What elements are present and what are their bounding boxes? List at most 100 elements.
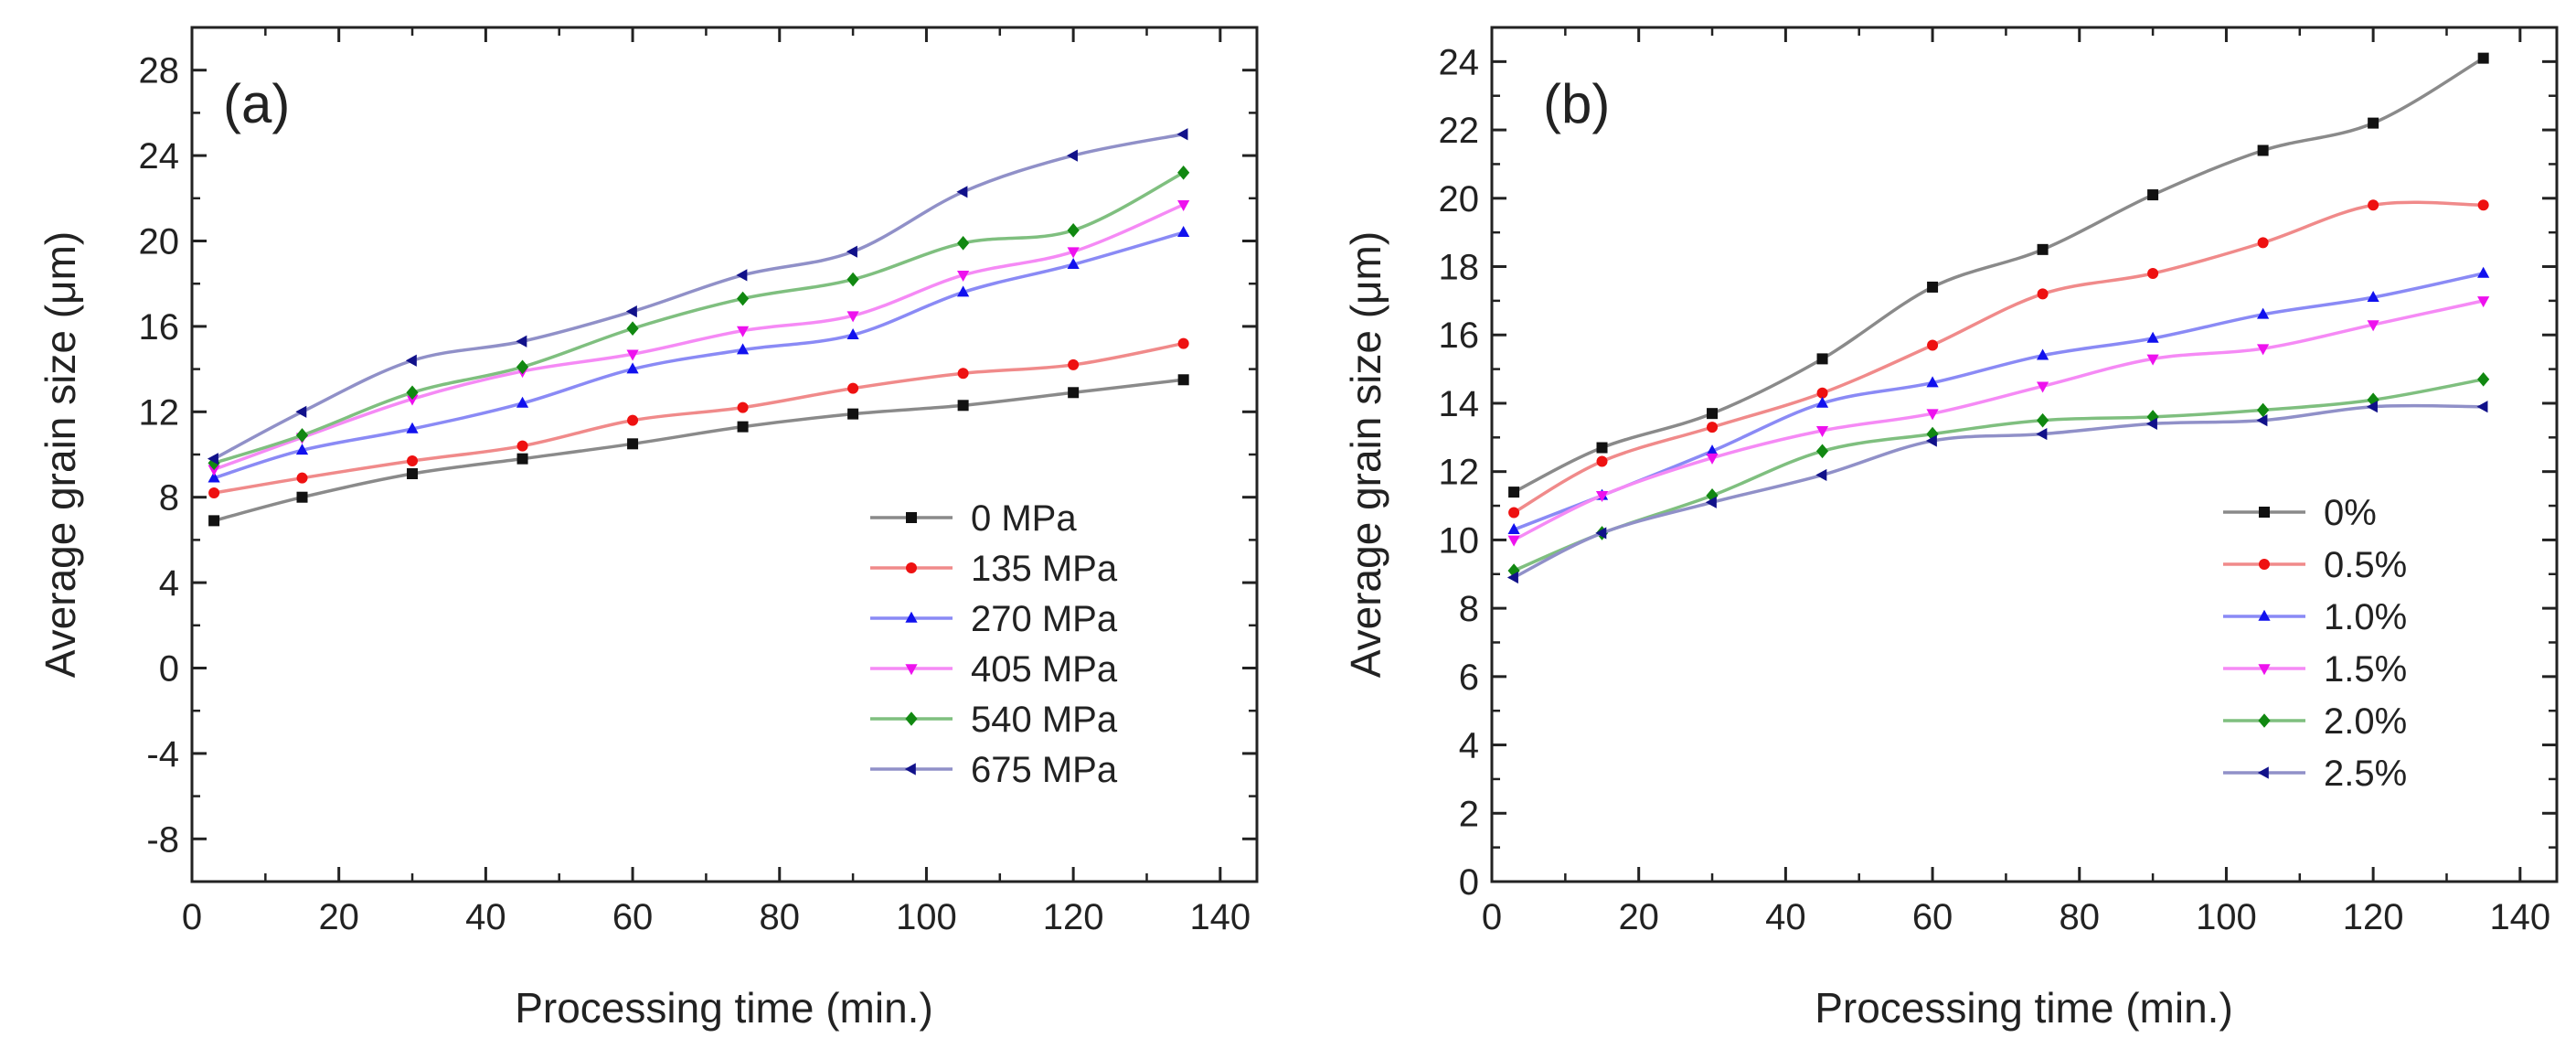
legend-marker (2258, 664, 2271, 676)
data-point (2477, 199, 2489, 211)
y-tick-label: 12 (139, 392, 180, 433)
data-point (1596, 442, 1608, 454)
data-point (2366, 401, 2378, 413)
data-point (516, 359, 529, 375)
x-tick-label: 140 (2489, 897, 2550, 937)
data-point (1066, 149, 1078, 162)
data-point (1508, 507, 1520, 519)
legend-label: 0 MPa (971, 498, 1077, 539)
data-point (1816, 387, 1828, 399)
y-tick-label: 8 (1459, 589, 1479, 629)
legend-label: 405 MPa (971, 649, 1118, 690)
x-tick-label: 140 (1189, 897, 1251, 937)
series-line (1513, 272, 2485, 531)
chart-panel-a: 0 20 40 60 80 100 120 140 -8 -4 0 4 8 12 16 20 24 28 Proce… (37, 26, 1259, 1032)
data-point (208, 465, 220, 476)
data-point (1707, 408, 1719, 420)
chart-panel-b: 0 20 40 60 80 100 120 140024681012141618202224P… (1342, 26, 2559, 1032)
legend-label: 540 MPa (971, 700, 1118, 740)
legend-label: 0.5% (2324, 545, 2407, 585)
data-point (1815, 468, 1827, 482)
data-point (846, 328, 859, 340)
data-point (2477, 372, 2490, 387)
data-point (957, 285, 970, 297)
data-point (2036, 348, 2049, 360)
data-point (2477, 52, 2489, 64)
panel-label: (a) (223, 73, 290, 134)
y-tick-label: 20 (139, 222, 180, 262)
data-point (625, 305, 637, 318)
data-point (2257, 144, 2269, 156)
legend-marker (904, 763, 916, 776)
data-point (407, 468, 419, 480)
data-point (406, 394, 419, 406)
x-axis-title: Processing time (min.) (515, 984, 933, 1032)
data-point (295, 428, 309, 443)
x-tick-label: 120 (1043, 897, 1104, 937)
y-tick-label: 2 (1459, 794, 1479, 834)
data-point (2367, 290, 2379, 302)
y-tick-label: 12 (1439, 453, 1480, 493)
data-point (1506, 571, 1518, 584)
y-tick-label: 14 (1439, 384, 1480, 424)
y-tick-label: 4 (1459, 726, 1479, 766)
plot-frame (1490, 26, 2559, 883)
panel-label: (b) (1543, 73, 1610, 134)
y-tick-label: 0 (1459, 862, 1479, 903)
data-point (957, 271, 970, 283)
y-tick-label: 24 (1439, 42, 1480, 82)
data-point (847, 408, 859, 420)
series-line (213, 341, 1184, 495)
y-tick-label: 24 (139, 136, 180, 176)
y-tick-label: 6 (1459, 658, 1479, 698)
data-point (626, 321, 639, 337)
data-point (516, 440, 528, 452)
data-point (2036, 427, 2048, 441)
data-point (626, 349, 639, 361)
data-point (1177, 200, 1190, 212)
data-point (405, 354, 417, 367)
data-point (2368, 199, 2379, 211)
legend-label: 270 MPa (971, 599, 1118, 639)
data-point (1926, 409, 1939, 421)
x-tick-label: 100 (896, 897, 957, 937)
y-tick-label: 8 (159, 478, 179, 519)
series-line (1513, 378, 2484, 572)
x-tick-label: 20 (1618, 897, 1659, 937)
legend-marker (905, 711, 918, 726)
x-tick-label: 60 (612, 897, 654, 937)
data-point (1815, 396, 1829, 408)
data-point (1925, 434, 1937, 447)
data-point (2477, 266, 2490, 278)
x-tick-label: 20 (318, 897, 359, 937)
x-tick-label: 60 (1912, 897, 1953, 937)
y-tick-label: -4 (146, 734, 179, 775)
data-point (2145, 417, 2157, 430)
data-point (516, 396, 529, 408)
data-point (1067, 223, 1080, 238)
data-point (846, 311, 859, 323)
data-point (1177, 225, 1190, 237)
series-line (213, 171, 1185, 465)
data-point (1177, 165, 1190, 180)
data-point (1177, 374, 1189, 386)
legend-marker (905, 611, 918, 623)
data-point (295, 405, 307, 418)
y-tick-label: 16 (1439, 316, 1480, 356)
x-tick-label: 100 (2196, 897, 2257, 937)
data-point (296, 472, 308, 484)
data-point (957, 236, 970, 251)
legend-label: 1.0% (2324, 597, 2407, 637)
data-point (1068, 358, 1080, 370)
legend-label: 675 MPa (971, 750, 1118, 790)
data-point (1595, 527, 1607, 540)
y-tick-label: 4 (159, 563, 179, 604)
y-tick-label: 10 (1439, 520, 1480, 561)
data-point (2367, 320, 2379, 332)
data-point (846, 245, 857, 258)
data-point (956, 186, 968, 198)
y-axis-title: Average grain size (μm) (1342, 231, 1389, 678)
data-point (2037, 243, 2049, 255)
series-line (213, 378, 1184, 523)
